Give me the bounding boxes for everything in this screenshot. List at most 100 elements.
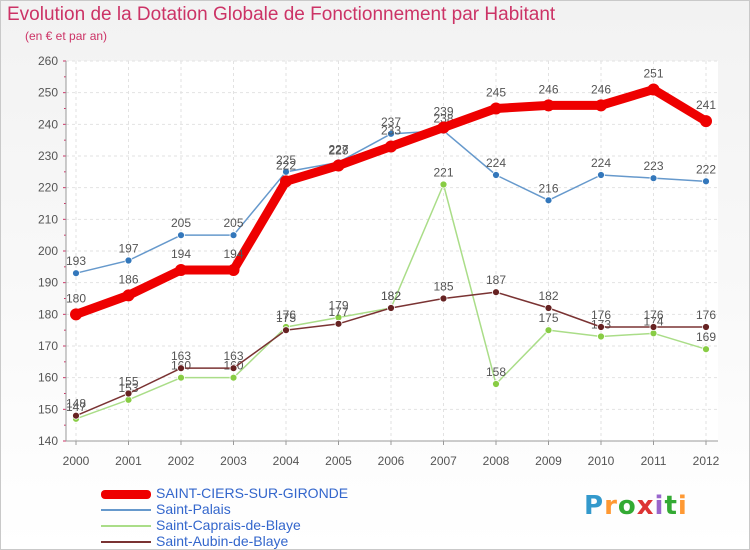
proxiti-logo: Proxiti bbox=[584, 491, 688, 521]
data-label-saint-palais: 216 bbox=[538, 181, 558, 195]
data-point-saint-caprais-de-blaye bbox=[229, 373, 238, 382]
data-label-saint-ciers-sur-gironde: 227 bbox=[328, 143, 348, 157]
y-tick-label: 170 bbox=[38, 339, 58, 353]
data-label-saint-ciers-sur-gironde: 239 bbox=[433, 105, 453, 119]
data-label-saint-aubin-de-blaye: 163 bbox=[223, 349, 243, 363]
line-chart: 140 150 160 170 180 190 200 210 220 230 240 250 260 2… bbox=[38, 54, 720, 468]
data-point-saint-palais bbox=[229, 231, 238, 240]
data-label-saint-palais: 224 bbox=[486, 156, 506, 170]
data-label-saint-aubin-de-blaye: 155 bbox=[118, 375, 138, 389]
data-label-saint-aubin-de-blaye: 187 bbox=[486, 273, 506, 287]
logo-letter: t bbox=[664, 491, 678, 521]
data-label-saint-aubin-de-blaye: 177 bbox=[328, 305, 348, 319]
data-label-saint-palais: 228 bbox=[328, 143, 348, 157]
x-tick-label: 2009 bbox=[535, 454, 562, 468]
legend-swatch bbox=[101, 509, 151, 511]
data-point-saint-aubin-de-blaye bbox=[72, 411, 80, 420]
data-point-saint-aubin-de-blaye bbox=[439, 294, 448, 303]
data-label-saint-aubin-de-blaye: 148 bbox=[66, 397, 86, 411]
data-point-saint-caprais-de-blaye bbox=[544, 326, 553, 335]
data-point-saint-caprais-de-blaye bbox=[597, 332, 605, 341]
chart-subtitle: (en € et par an) bbox=[25, 29, 108, 43]
data-label-saint-ciers-sur-gironde: 246 bbox=[591, 82, 611, 96]
data-label-saint-palais: 205 bbox=[223, 216, 243, 230]
x-tick-label: 2007 bbox=[430, 454, 457, 468]
data-point-saint-palais bbox=[702, 177, 710, 186]
data-label-saint-caprais-de-blaye: 147 bbox=[66, 400, 86, 414]
legend-label: SAINT-CIERS-SUR-GIRONDE bbox=[156, 485, 349, 501]
y-tick-label: 200 bbox=[38, 244, 58, 258]
data-point-saint-aubin-de-blaye bbox=[597, 323, 605, 331]
data-point-saint-palais bbox=[492, 171, 500, 179]
data-point-saint-ciers-sur-gironde bbox=[332, 159, 345, 172]
logo-letter: i bbox=[654, 491, 665, 521]
data-label-saint-palais: 223 bbox=[643, 159, 663, 173]
data-point-saint-ciers-sur-gironde bbox=[437, 121, 450, 134]
data-label-saint-ciers-sur-gironde: 222 bbox=[276, 158, 296, 172]
data-point-saint-ciers-sur-gironde bbox=[595, 99, 607, 112]
data-label-saint-caprais-de-blaye: 179 bbox=[328, 299, 348, 313]
data-point-saint-ciers-sur-gironde bbox=[175, 264, 187, 276]
logo-letter: i bbox=[677, 491, 688, 521]
data-point-saint-palais bbox=[597, 171, 605, 179]
legend-swatch bbox=[101, 525, 151, 527]
y-tick-label: 260 bbox=[38, 54, 58, 68]
data-label-saint-aubin-de-blaye: 182 bbox=[381, 289, 401, 303]
data-point-saint-aubin-de-blaye bbox=[702, 323, 710, 331]
data-label-saint-palais: 197 bbox=[118, 242, 138, 256]
data-point-saint-ciers-sur-gironde bbox=[647, 83, 660, 96]
y-tick-label: 160 bbox=[38, 371, 58, 385]
data-point-saint-aubin-de-blaye bbox=[124, 389, 133, 398]
logo-letter: r bbox=[604, 491, 618, 521]
logo-letter: o bbox=[617, 491, 637, 521]
data-point-saint-palais bbox=[387, 129, 395, 138]
data-label-saint-ciers-sur-gironde: 241 bbox=[696, 98, 716, 112]
data-point-saint-ciers-sur-gironde bbox=[385, 140, 397, 153]
data-label-saint-caprais-de-blaye: 176 bbox=[276, 308, 296, 322]
data-point-saint-ciers-sur-gironde bbox=[227, 264, 240, 276]
data-label-saint-ciers-sur-gironde: 180 bbox=[66, 291, 86, 305]
legend-label: Saint-Aubin-de-Blaye bbox=[156, 533, 289, 549]
y-tick-label: 220 bbox=[38, 181, 58, 195]
data-label-saint-aubin-de-blaye: 185 bbox=[433, 280, 453, 294]
data-label-saint-palais: 205 bbox=[171, 216, 191, 230]
x-tick-label: 2011 bbox=[641, 454, 667, 468]
x-tick-label: 2010 bbox=[588, 454, 615, 468]
y-tick-label: 180 bbox=[38, 307, 58, 321]
legend-swatch bbox=[101, 489, 151, 499]
logo-letter: x bbox=[636, 491, 655, 521]
data-point-saint-caprais-de-blaye bbox=[702, 345, 710, 354]
data-label-saint-aubin-de-blaye: 182 bbox=[538, 289, 558, 303]
y-tick-label: 240 bbox=[38, 117, 58, 131]
x-tick-label: 2006 bbox=[378, 454, 405, 468]
data-label-saint-ciers-sur-gironde: 194 bbox=[223, 247, 243, 261]
data-label-saint-caprais-de-blaye: 174 bbox=[643, 314, 663, 328]
data-label-saint-palais: 222 bbox=[696, 162, 716, 176]
data-point-saint-palais bbox=[124, 256, 133, 265]
data-point-saint-caprais-de-blaye bbox=[177, 373, 185, 382]
data-point-saint-ciers-sur-gironde bbox=[122, 289, 135, 302]
data-label-saint-ciers-sur-gironde: 194 bbox=[171, 247, 191, 261]
data-label-saint-palais: 225 bbox=[276, 153, 296, 167]
y-tick-label: 210 bbox=[38, 212, 58, 226]
data-label-saint-ciers-sur-gironde: 246 bbox=[538, 82, 558, 96]
data-point-saint-aubin-de-blaye bbox=[649, 323, 658, 331]
x-tick-label: 2008 bbox=[483, 454, 510, 468]
data-point-saint-ciers-sur-gironde bbox=[542, 99, 555, 112]
x-tick-label: 2002 bbox=[168, 454, 195, 468]
y-tick-label: 140 bbox=[38, 434, 58, 448]
data-label-saint-aubin-de-blaye: 163 bbox=[171, 349, 191, 363]
data-label-saint-caprais-de-blaye: 169 bbox=[696, 330, 716, 344]
data-label-saint-caprais-de-blaye: 182 bbox=[381, 289, 401, 303]
legend-label: Saint-Caprais-de-Blaye bbox=[156, 517, 301, 533]
data-point-saint-palais bbox=[544, 196, 553, 205]
data-point-saint-caprais-de-blaye bbox=[439, 180, 448, 189]
data-label-saint-ciers-sur-gironde: 186 bbox=[118, 272, 138, 286]
data-point-saint-ciers-sur-gironde bbox=[280, 175, 292, 188]
y-tick-label: 150 bbox=[38, 402, 58, 416]
legend-label: Saint-Palais bbox=[156, 501, 231, 517]
data-label-saint-palais: 224 bbox=[591, 156, 611, 170]
data-label-saint-aubin-de-blaye: 176 bbox=[591, 308, 611, 322]
x-tick-label: 2005 bbox=[325, 454, 352, 468]
